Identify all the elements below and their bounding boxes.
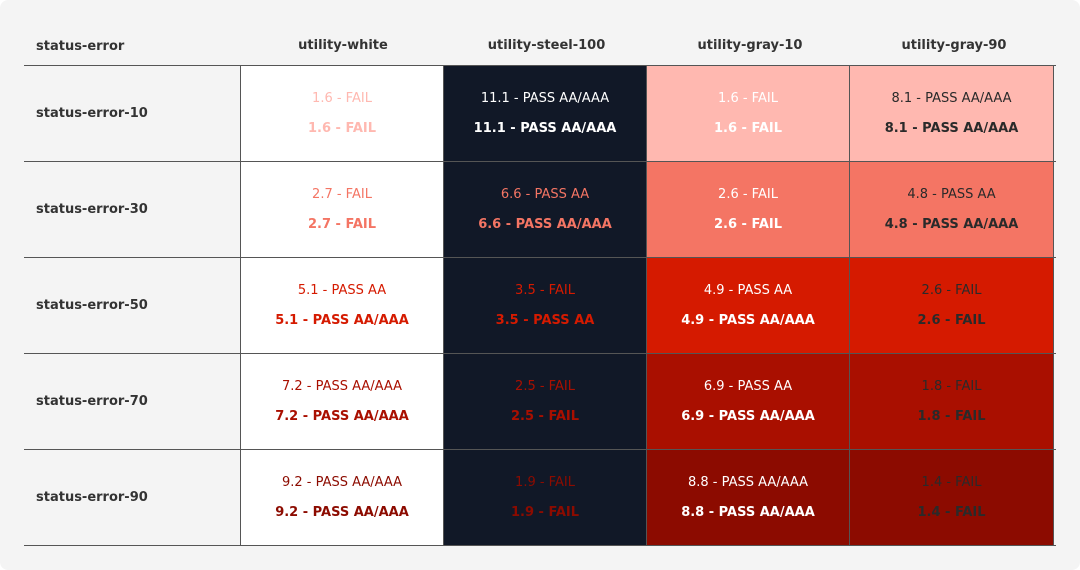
- large-text-result: 2.7 - FAIL: [307, 216, 377, 232]
- large-text-result: 1.8 - FAIL: [917, 408, 986, 424]
- contrast-cell: 2.5 - FAIL 2.5 - FAIL: [444, 354, 647, 449]
- large-text-result: 1.9 - FAIL: [510, 504, 580, 520]
- normal-text-result: 11.1 - PASS AA/AAA: [480, 90, 610, 106]
- table-row: status-error-70 7.2 - PASS AA/AAA 7.2 - PA…: [24, 354, 1056, 450]
- normal-text-result: 1.8 - FAIL: [921, 378, 982, 394]
- contrast-cell: 4.8 - PASS AA 4.8 - PASS AA/AAA: [850, 162, 1054, 257]
- column-header: utility-white: [298, 37, 388, 53]
- large-text-result: 5.1 - PASS AA/AAA: [275, 312, 409, 328]
- large-text-result: 2.6 - FAIL: [917, 312, 986, 328]
- corner-label: status-error: [36, 38, 125, 54]
- large-text-result: 1.6 - FAIL: [713, 120, 783, 136]
- contrast-cell: 6.9 - PASS AA 6.9 - PASS AA/AAA: [647, 354, 850, 449]
- row-header: status-error-10: [24, 66, 241, 161]
- column-header-row: status-error utility-white utility-steel…: [24, 24, 1056, 66]
- normal-text-result: 2.6 - FAIL: [718, 186, 778, 202]
- column-header: utility-steel-100: [487, 37, 606, 53]
- contrast-cell: 3.5 - FAIL 3.5 - PASS AA: [444, 258, 647, 353]
- contrast-cell: 2.6 - FAIL 2.6 - FAIL: [850, 258, 1054, 353]
- contrast-cell: 2.7 - FAIL 2.7 - FAIL: [241, 162, 444, 257]
- normal-text-result: 1.4 - FAIL: [921, 474, 982, 490]
- contrast-cell: 8.1 - PASS AA/AAA 8.1 - PASS AA/AAA: [850, 66, 1054, 161]
- contrast-cell: 1.6 - FAIL 1.6 - FAIL: [241, 66, 444, 161]
- normal-text-result: 8.8 - PASS AA/AAA: [687, 474, 809, 490]
- normal-text-result: 2.7 - FAIL: [312, 186, 372, 202]
- large-text-result: 4.8 - PASS AA/AAA: [884, 216, 1019, 232]
- row-header: status-error-90: [24, 450, 241, 545]
- row-header: status-error-50: [24, 258, 241, 353]
- normal-text-result: 1.9 - FAIL: [515, 474, 575, 490]
- normal-text-result: 1.6 - FAIL: [718, 90, 778, 106]
- large-text-result: 11.1 - PASS AA/AAA: [473, 120, 617, 136]
- table-row: status-error-30 2.7 - FAIL 2.7 - FAIL 6.6 -…: [24, 162, 1056, 258]
- row-header: status-error-70: [24, 354, 241, 449]
- contrast-cell: 1.9 - FAIL 1.9 - FAIL: [444, 450, 647, 545]
- contrast-cell: 1.4 - FAIL 1.4 - FAIL: [850, 450, 1054, 545]
- large-text-result: 6.9 - PASS AA/AAA: [681, 408, 815, 424]
- large-text-result: 1.4 - FAIL: [917, 504, 986, 520]
- contrast-cell: 1.8 - FAIL 1.8 - FAIL: [850, 354, 1054, 449]
- table-row: status-error-90 9.2 - PASS AA/AAA 9.2 - PA…: [24, 450, 1056, 546]
- large-text-result: 1.6 - FAIL: [307, 120, 377, 136]
- large-text-result: 6.6 - PASS AA/AAA: [478, 216, 612, 232]
- large-text-result: 7.2 - PASS AA/AAA: [275, 408, 409, 424]
- contrast-cell: 7.2 - PASS AA/AAA 7.2 - PASS AA/AAA: [241, 354, 444, 449]
- contrast-cell: 8.8 - PASS AA/AAA 8.8 - PASS AA/AAA: [647, 450, 850, 545]
- normal-text-result: 2.5 - FAIL: [515, 378, 575, 394]
- contrast-cell: 5.1 - PASS AA 5.1 - PASS AA/AAA: [241, 258, 444, 353]
- contrast-cell: 11.1 - PASS AA/AAA 11.1 - PASS AA/AAA: [444, 66, 647, 161]
- column-header: utility-gray-10: [697, 37, 803, 53]
- large-text-result: 2.5 - FAIL: [510, 408, 580, 424]
- contrast-grid: status-error-10 1.6 - FAIL 1.6 - FAIL 11.1 …: [24, 65, 1056, 546]
- normal-text-result: 9.2 - PASS AA/AAA: [281, 474, 403, 490]
- normal-text-result: 7.2 - PASS AA/AAA: [281, 378, 403, 394]
- normal-text-result: 1.6 - FAIL: [312, 90, 372, 106]
- large-text-result: 8.8 - PASS AA/AAA: [681, 504, 815, 520]
- normal-text-result: 4.9 - PASS AA: [703, 282, 793, 298]
- contrast-cell: 6.6 - PASS AA 6.6 - PASS AA/AAA: [444, 162, 647, 257]
- large-text-result: 3.5 - PASS AA: [495, 312, 595, 328]
- normal-text-result: 3.5 - FAIL: [515, 282, 575, 298]
- large-text-result: 9.2 - PASS AA/AAA: [275, 504, 409, 520]
- normal-text-result: 5.1 - PASS AA: [297, 282, 387, 298]
- large-text-result: 2.6 - FAIL: [713, 216, 783, 232]
- column-header: utility-gray-90: [901, 37, 1007, 53]
- contrast-cell: 1.6 - FAIL 1.6 - FAIL: [647, 66, 850, 161]
- row-header: status-error-30: [24, 162, 241, 257]
- contrast-cell: 4.9 - PASS AA 4.9 - PASS AA/AAA: [647, 258, 850, 353]
- normal-text-result: 8.1 - PASS AA/AAA: [891, 90, 1012, 106]
- contrast-cell: 9.2 - PASS AA/AAA 9.2 - PASS AA/AAA: [241, 450, 444, 545]
- normal-text-result: 6.6 - PASS AA: [500, 186, 590, 202]
- normal-text-result: 6.9 - PASS AA: [703, 378, 793, 394]
- contrast-cell: 2.6 - FAIL 2.6 - FAIL: [647, 162, 850, 257]
- table-row: status-error-10 1.6 - FAIL 1.6 - FAIL 11.1 …: [24, 66, 1056, 162]
- table-row: status-error-50 5.1 - PASS AA 5.1 - PASS A…: [24, 258, 1056, 354]
- large-text-result: 4.9 - PASS AA/AAA: [681, 312, 815, 328]
- normal-text-result: 2.6 - FAIL: [921, 282, 982, 298]
- normal-text-result: 4.8 - PASS AA: [907, 186, 996, 202]
- large-text-result: 8.1 - PASS AA/AAA: [884, 120, 1019, 136]
